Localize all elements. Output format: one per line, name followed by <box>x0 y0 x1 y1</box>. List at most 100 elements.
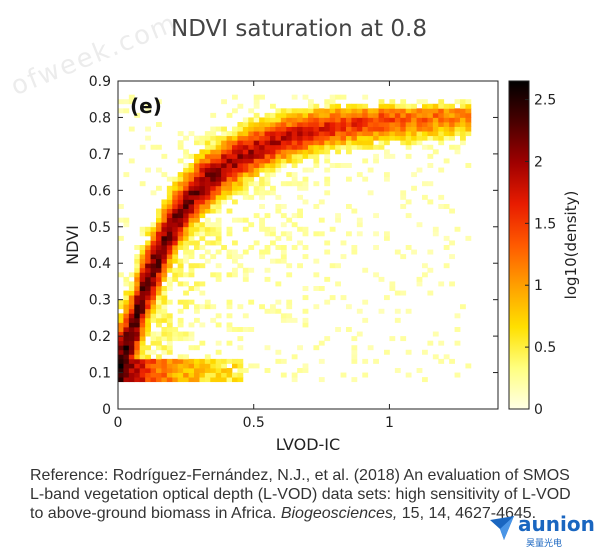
heatmap-cell <box>161 272 168 278</box>
heatmap-cell <box>161 235 168 241</box>
heatmap-cell <box>166 199 173 205</box>
heatmap-cell <box>128 377 135 383</box>
heatmap-cell <box>318 149 325 155</box>
heatmap-cell <box>123 222 130 228</box>
heatmap-cell <box>199 245 206 250</box>
heatmap-cell <box>194 204 200 209</box>
heatmap-cell <box>275 126 282 132</box>
heatmap-cell <box>194 240 200 246</box>
heatmap-cell <box>150 272 157 278</box>
heatmap-cell <box>248 131 255 137</box>
heatmap-cell <box>280 140 287 146</box>
heatmap-cell <box>356 308 363 314</box>
heatmap-cell <box>188 299 195 305</box>
heatmap-cell <box>384 112 390 118</box>
heatmap-cell <box>215 204 222 209</box>
heatmap-cell <box>166 286 173 291</box>
heatmap-cell <box>128 304 135 310</box>
heatmap-cell <box>313 149 320 155</box>
heatmap-cell <box>128 272 135 278</box>
heatmap-cell <box>275 153 282 159</box>
heatmap-cell <box>438 117 445 123</box>
heatmap-cell <box>297 153 303 159</box>
colorbar-tick-label: 0.5 <box>534 340 556 356</box>
heatmap-cell <box>188 185 195 191</box>
heatmap-cell <box>275 299 282 305</box>
heatmap-cell <box>145 254 151 260</box>
heatmap-cell <box>177 204 184 209</box>
heatmap-cell <box>156 254 162 260</box>
heatmap-cell <box>297 181 303 187</box>
heatmap-cell <box>215 249 222 255</box>
heatmap-cell <box>286 181 293 187</box>
heatmap-cell <box>204 176 211 182</box>
heatmap-cell <box>145 327 151 332</box>
heatmap-cell <box>454 126 461 132</box>
heatmap-cell <box>128 281 135 287</box>
heatmap-cell <box>156 208 162 214</box>
heatmap-cell <box>297 122 303 127</box>
heatmap-cell <box>242 158 249 164</box>
heatmap-cell <box>210 204 217 209</box>
heatmap-cell <box>259 122 265 127</box>
heatmap-cell <box>318 358 325 364</box>
heatmap-cell <box>123 317 130 323</box>
heatmap-cell <box>156 295 162 301</box>
heatmap-cell <box>422 181 428 187</box>
heatmap-cell <box>161 299 168 305</box>
heatmap-cell <box>264 249 271 255</box>
heatmap-cell <box>145 363 151 369</box>
heatmap-cell <box>204 231 211 237</box>
heatmap-cell <box>183 254 189 260</box>
heatmap-cell <box>237 185 244 191</box>
heatmap-cell <box>416 281 423 287</box>
heatmap-cell <box>215 340 222 346</box>
heatmap-cell <box>291 213 298 219</box>
heatmap-cell <box>427 199 434 205</box>
heatmap-cell <box>150 263 157 269</box>
heatmap-cell <box>324 176 331 182</box>
heatmap-cell <box>232 190 238 196</box>
heatmap-cell <box>259 131 265 137</box>
heatmap-cell <box>232 377 238 383</box>
heatmap-cell <box>270 144 276 150</box>
heatmap-cell <box>210 363 217 369</box>
heatmap-cell <box>128 336 135 342</box>
heatmap-cell <box>204 249 211 255</box>
heatmap-cell <box>308 99 314 105</box>
heatmap-cell <box>177 185 184 191</box>
heatmap-cell <box>286 108 293 114</box>
heatmap-cell <box>313 108 320 114</box>
heatmap-cell <box>221 158 227 164</box>
heatmap-cell <box>389 103 396 109</box>
heatmap-cell <box>280 249 287 255</box>
heatmap-cell <box>443 131 450 137</box>
heatmap-cell <box>378 276 385 282</box>
heatmap-cell <box>259 144 265 150</box>
heatmap-cell <box>150 372 157 378</box>
heatmap-cell <box>172 258 179 264</box>
heatmap-cell <box>156 185 162 191</box>
heatmap-cell <box>460 108 466 114</box>
heatmap-cell <box>150 222 157 228</box>
heatmap-cell <box>134 313 141 319</box>
heatmap-cell <box>226 313 233 319</box>
heatmap-cell <box>161 372 168 378</box>
heatmap-cell <box>210 163 217 168</box>
heatmap-cell <box>460 99 466 105</box>
heatmap-cell <box>351 131 358 137</box>
heatmap-cell <box>259 194 265 200</box>
heatmap-cell <box>166 208 173 214</box>
heatmap-cell <box>128 340 135 346</box>
heatmap-cell <box>123 354 130 360</box>
heatmap-cell <box>145 317 151 323</box>
heatmap-cell <box>302 254 309 260</box>
heatmap-cell <box>324 299 331 305</box>
heatmap-cell <box>172 267 179 273</box>
heatmap-cell <box>253 140 260 146</box>
heatmap-cell <box>405 372 412 378</box>
heatmap-cell <box>253 363 260 369</box>
y-tick-label: 0.8 <box>89 110 111 126</box>
heatmap-cell <box>204 140 211 146</box>
heatmap-cell <box>313 153 320 159</box>
